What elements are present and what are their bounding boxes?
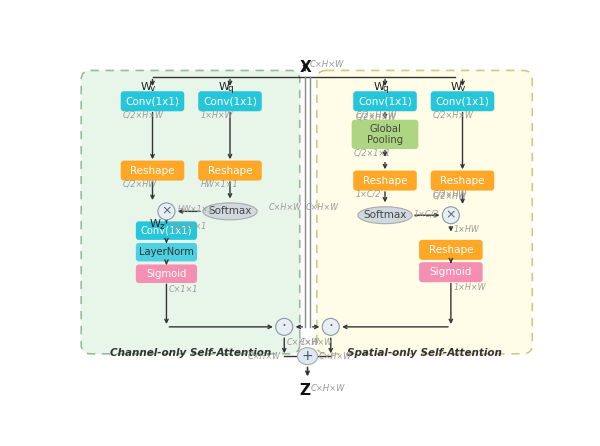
Text: C/2×HW: C/2×HW bbox=[123, 180, 157, 189]
Text: v: v bbox=[150, 84, 155, 94]
Circle shape bbox=[442, 207, 460, 224]
FancyBboxPatch shape bbox=[431, 91, 494, 111]
Text: ·: · bbox=[328, 319, 333, 334]
Text: C×H×W: C×H×W bbox=[310, 60, 344, 69]
Text: Softmax: Softmax bbox=[208, 206, 251, 216]
Text: C/2×HW: C/2×HW bbox=[433, 191, 467, 200]
Text: Conv(1x1): Conv(1x1) bbox=[436, 96, 490, 106]
Text: W: W bbox=[141, 82, 152, 91]
Text: Channel-only Self-Attention: Channel-only Self-Attention bbox=[110, 348, 271, 358]
FancyBboxPatch shape bbox=[353, 91, 417, 111]
Text: C×H×W: C×H×W bbox=[311, 384, 345, 393]
Text: W: W bbox=[150, 219, 161, 229]
FancyBboxPatch shape bbox=[121, 91, 184, 111]
Text: C×H×W: C×H×W bbox=[300, 338, 333, 347]
Text: Sigmoid: Sigmoid bbox=[430, 267, 472, 277]
Text: C/2×H×W: C/2×H×W bbox=[123, 111, 164, 120]
Text: X: X bbox=[299, 60, 311, 74]
Text: Conv(1x1): Conv(1x1) bbox=[140, 226, 192, 235]
FancyBboxPatch shape bbox=[198, 91, 262, 111]
Ellipse shape bbox=[203, 203, 257, 220]
Text: ·: · bbox=[282, 319, 287, 334]
FancyBboxPatch shape bbox=[81, 70, 300, 354]
Text: Reshape: Reshape bbox=[363, 176, 407, 186]
Text: 1×H×W: 1×H×W bbox=[200, 111, 233, 120]
Ellipse shape bbox=[298, 348, 317, 364]
FancyBboxPatch shape bbox=[136, 243, 197, 261]
Text: +: + bbox=[302, 349, 313, 363]
Text: C/2×H×W: C/2×H×W bbox=[433, 111, 474, 120]
Text: C/2×H×W: C/2×H×W bbox=[356, 111, 397, 120]
Text: C/2×1×1: C/2×1×1 bbox=[354, 148, 391, 157]
Text: ×: × bbox=[161, 205, 172, 218]
Text: Global
Pooling: Global Pooling bbox=[367, 124, 403, 145]
Text: 1×C/2: 1×C/2 bbox=[356, 190, 381, 199]
Text: C/2×HW: C/2×HW bbox=[433, 190, 467, 199]
Text: Sigmoid: Sigmoid bbox=[146, 269, 187, 279]
FancyBboxPatch shape bbox=[353, 170, 417, 190]
Circle shape bbox=[276, 318, 293, 335]
Text: C/2×1×1: C/2×1×1 bbox=[170, 221, 207, 231]
Text: q: q bbox=[227, 84, 233, 94]
FancyBboxPatch shape bbox=[317, 70, 532, 354]
Text: Conv(1x1): Conv(1x1) bbox=[358, 96, 412, 106]
Text: HW×1×1: HW×1×1 bbox=[200, 180, 238, 189]
Text: LayerNorm: LayerNorm bbox=[139, 247, 194, 257]
Text: 1×HW: 1×HW bbox=[453, 225, 479, 234]
Text: q: q bbox=[383, 84, 388, 94]
Text: ×: × bbox=[446, 209, 456, 222]
FancyBboxPatch shape bbox=[136, 221, 197, 240]
FancyBboxPatch shape bbox=[198, 161, 262, 181]
Text: Conv(1x1): Conv(1x1) bbox=[203, 96, 257, 106]
Text: Softmax: Softmax bbox=[364, 210, 407, 220]
Text: Reshape: Reshape bbox=[440, 176, 485, 186]
Text: v: v bbox=[460, 84, 466, 94]
Text: z: z bbox=[160, 222, 164, 231]
Text: Conv(1x1): Conv(1x1) bbox=[125, 96, 179, 106]
Text: C×H×W: C×H×W bbox=[287, 338, 320, 347]
Ellipse shape bbox=[358, 207, 412, 224]
Text: 1×H×W: 1×H×W bbox=[453, 283, 486, 292]
Circle shape bbox=[158, 203, 175, 220]
Text: C×H×W: C×H×W bbox=[319, 351, 352, 361]
Text: Reshape: Reshape bbox=[208, 165, 252, 176]
FancyBboxPatch shape bbox=[419, 262, 482, 282]
Text: C×1×1: C×1×1 bbox=[169, 285, 198, 294]
FancyBboxPatch shape bbox=[419, 240, 482, 260]
FancyBboxPatch shape bbox=[352, 120, 418, 149]
Text: W: W bbox=[373, 82, 385, 91]
Text: Z: Z bbox=[299, 383, 310, 398]
Circle shape bbox=[322, 318, 339, 335]
FancyBboxPatch shape bbox=[431, 170, 494, 190]
FancyBboxPatch shape bbox=[121, 161, 184, 181]
Text: W: W bbox=[451, 82, 462, 91]
Text: Spatial-only Self-Attention: Spatial-only Self-Attention bbox=[347, 348, 502, 358]
Text: W: W bbox=[218, 82, 229, 91]
Text: C/2×H×W: C/2×H×W bbox=[356, 112, 397, 121]
Text: C×H×W: C×H×W bbox=[306, 203, 339, 212]
Text: 1×C/2: 1×C/2 bbox=[413, 209, 439, 218]
Text: HW×1×1: HW×1×1 bbox=[178, 205, 213, 215]
Text: C×H×W: C×H×W bbox=[269, 203, 302, 212]
FancyBboxPatch shape bbox=[136, 264, 197, 283]
Text: Reshape: Reshape bbox=[130, 165, 175, 176]
Text: Reshape: Reshape bbox=[428, 245, 473, 255]
Text: C×H×W: C×H×W bbox=[247, 351, 280, 361]
